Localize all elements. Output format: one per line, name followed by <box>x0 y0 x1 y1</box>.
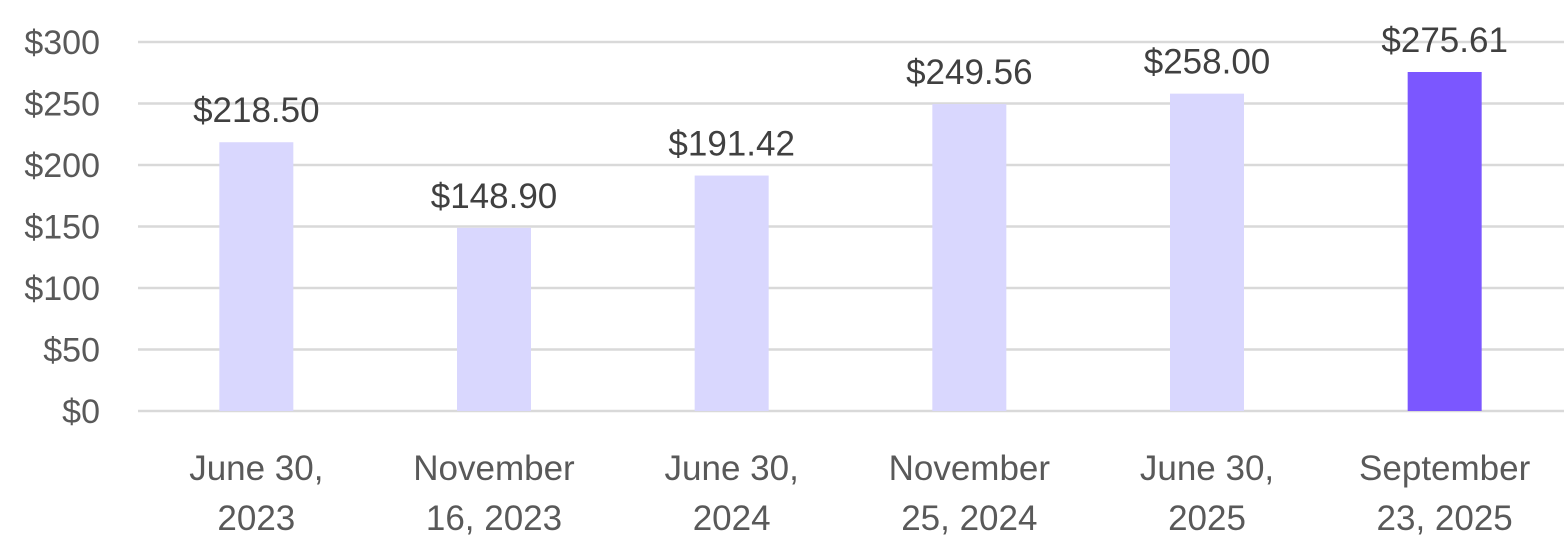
x-tick-label: 2024 <box>693 499 771 538</box>
data-label: $148.90 <box>431 177 558 216</box>
x-tick-label: September <box>1359 449 1531 488</box>
y-tick-label: $0 <box>62 393 100 431</box>
x-tick-label: November <box>889 449 1051 488</box>
y-tick-label: $200 <box>24 147 100 185</box>
x-tick-label: June 30, <box>189 449 323 488</box>
bar <box>694 175 769 411</box>
bar <box>219 142 294 411</box>
bar <box>457 227 531 411</box>
data-label: $191.42 <box>668 125 795 164</box>
x-tick-label: 16, 2023 <box>426 499 562 538</box>
bar <box>1407 71 1482 412</box>
bar <box>1170 93 1244 411</box>
y-tick-label: $50 <box>43 332 100 370</box>
x-tick-label: June 30, <box>665 449 799 488</box>
bar <box>932 104 1007 411</box>
data-label: $249.56 <box>906 53 1033 92</box>
x-tick-label: June 30, <box>1140 449 1274 488</box>
data-label: $258.00 <box>1144 43 1271 82</box>
y-tick-label: $150 <box>24 209 100 247</box>
x-tick-label: 2025 <box>1168 499 1246 538</box>
data-label: $275.61 <box>1381 21 1508 60</box>
y-tick-label: $100 <box>24 270 100 308</box>
x-tick-label: 23, 2025 <box>1377 499 1513 538</box>
y-tick-label: $250 <box>24 86 100 124</box>
x-tick-label: November <box>413 449 575 488</box>
x-tick-label: 2023 <box>217 499 295 538</box>
y-tick-label: $300 <box>24 24 100 62</box>
data-label: $218.50 <box>193 91 320 130</box>
x-tick-label: 25, 2024 <box>901 499 1037 538</box>
